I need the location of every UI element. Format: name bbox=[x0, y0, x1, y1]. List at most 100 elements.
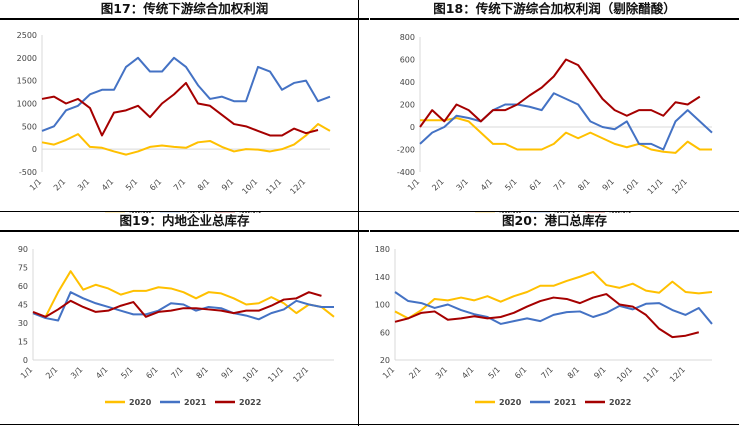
x-tick-label: 7/1 bbox=[169, 365, 184, 380]
x-tick-label: 9/1 bbox=[601, 177, 616, 192]
series-line-2020 bbox=[420, 117, 712, 154]
x-tick-label: 1/1 bbox=[19, 365, 34, 380]
x-tick-label: 2/1 bbox=[407, 365, 422, 380]
y-tick-label: 100 bbox=[375, 301, 390, 310]
x-tick-label: 12/1 bbox=[670, 177, 689, 196]
x-tick-label: 3/1 bbox=[434, 365, 449, 380]
chart-19: 图19：内地企业总库存 0 15 30 45 60 75 90 1/1 2/1 3/1 4/1 5/1 6… bbox=[0, 212, 369, 425]
series-line-2020 bbox=[41, 123, 331, 156]
x-tick-label: 6/1 bbox=[144, 365, 159, 380]
legend-label: 2022 bbox=[609, 398, 631, 407]
y-tick-label: 20 bbox=[380, 356, 390, 365]
y-tick-label: 500 bbox=[22, 122, 37, 131]
x-tick-label: 12/1 bbox=[288, 177, 307, 196]
x-tick-label: 12/1 bbox=[668, 365, 687, 384]
x-tick-label: 11/1 bbox=[264, 177, 283, 196]
series-line-2021 bbox=[32, 291, 334, 322]
series-line-2022 bbox=[41, 81, 319, 137]
legend-label: 2021 bbox=[184, 398, 207, 407]
series-line-2021 bbox=[394, 291, 713, 325]
series-line-2022 bbox=[394, 293, 700, 339]
x-tick-label: 9/1 bbox=[220, 177, 235, 192]
x-tick-label: 6/1 bbox=[513, 365, 528, 380]
x-tick-label: 9/1 bbox=[220, 365, 235, 380]
x-tick-label: 10/1 bbox=[621, 177, 640, 196]
chart-svg: 0 15 30 45 60 75 90 1/1 2/1 3/1 4/1 5/1 6/1 7/1 8/1 9/1… bbox=[18, 245, 335, 407]
x-tick-label: 8/1 bbox=[566, 365, 581, 380]
y-tick-label: -200 bbox=[397, 146, 415, 155]
legend-label: 2021 bbox=[554, 398, 577, 407]
x-tick-label: 4/1 bbox=[479, 177, 494, 192]
x-tick-label: 11/1 bbox=[266, 365, 285, 384]
y-tick-label: -500 bbox=[19, 168, 37, 177]
x-tick-label: 10/1 bbox=[240, 177, 259, 196]
x-tick-label: 11/1 bbox=[646, 177, 665, 196]
series-line-2021 bbox=[419, 92, 713, 151]
x-tick-label: 6/1 bbox=[528, 177, 543, 192]
x-tick-label: 4/1 bbox=[94, 365, 109, 380]
y-tick-label: 60 bbox=[18, 282, 28, 291]
chart-title: 图18：传统下游综合加权利润（剔除醋酸） bbox=[370, 0, 739, 20]
y-tick-label: 1000 bbox=[17, 100, 37, 109]
y-tick-label: 15 bbox=[18, 338, 28, 347]
x-tick-label: 7/1 bbox=[552, 177, 567, 192]
series-line-2020 bbox=[32, 270, 335, 318]
y-tick-label: 600 bbox=[400, 56, 415, 65]
x-tick-label: 2/1 bbox=[44, 365, 59, 380]
x-tick-label: 1/1 bbox=[28, 177, 43, 192]
x-tick-label: 1/1 bbox=[406, 177, 421, 192]
y-tick-label: 90 bbox=[18, 245, 28, 254]
chart-title: 图17：传统下游综合加权利润 bbox=[0, 0, 369, 20]
y-tick-label: 75 bbox=[18, 264, 28, 273]
chart-title: 图19：内地企业总库存 bbox=[0, 212, 369, 232]
y-tick-label: -400 bbox=[397, 168, 415, 177]
legend-label: 2022 bbox=[239, 398, 261, 407]
divider bbox=[358, 0, 359, 426]
y-tick-label: 800 bbox=[400, 33, 415, 42]
y-tick-label: 30 bbox=[18, 319, 28, 328]
x-tick-label: 6/1 bbox=[148, 177, 163, 192]
chart-svg: -400 -200 0 200 400 600 800 1/1 2/1 3/1 4/1 5/1 6/1 7… bbox=[397, 33, 713, 213]
y-tick-label: 2500 bbox=[17, 31, 37, 40]
x-tick-label: 8/1 bbox=[196, 177, 211, 192]
x-tick-label: 3/1 bbox=[76, 177, 91, 192]
x-tick-label: 5/1 bbox=[124, 177, 139, 192]
x-tick-label: 7/1 bbox=[172, 177, 187, 192]
y-tick-label: 400 bbox=[400, 78, 415, 87]
x-tick-label: 8/1 bbox=[576, 177, 591, 192]
x-tick-label: 3/1 bbox=[455, 177, 470, 192]
series-line-2021 bbox=[41, 56, 331, 132]
series-line-2022 bbox=[32, 291, 322, 318]
legend-label: 2020 bbox=[129, 398, 152, 407]
x-tick-label: 1/1 bbox=[381, 365, 396, 380]
chart-svg: 20 60 100 140 180 1/1 2/1 3/1 4/1 5/1 6/1 7/1 8/1 9/1… bbox=[375, 245, 713, 407]
series-line-2022 bbox=[419, 58, 701, 128]
x-tick-label: 7/1 bbox=[539, 365, 554, 380]
x-tick-label: 5/1 bbox=[503, 177, 518, 192]
y-tick-label: 200 bbox=[400, 101, 415, 110]
chart-svg: -500 0 500 1000 1500 2000 2500 1/1 2/1 3/1 4/1 5/1 6… bbox=[17, 31, 331, 213]
y-tick-label: 0 bbox=[410, 123, 415, 132]
y-tick-label: 0 bbox=[23, 356, 28, 365]
x-tick-label: 12/1 bbox=[291, 365, 310, 384]
x-tick-label: 10/1 bbox=[241, 365, 260, 384]
x-tick-label: 5/1 bbox=[487, 365, 502, 380]
x-tick-label: 8/1 bbox=[195, 365, 210, 380]
x-tick-label: 3/1 bbox=[69, 365, 84, 380]
chart-20: 图20：港口总库存 20 60 100 140 180 1/1 2/1 3/1 4/1 5/1 6/1… bbox=[370, 212, 739, 425]
x-tick-label: 2/1 bbox=[52, 177, 67, 192]
chart-17: 图17：传统下游综合加权利润 -500 0 500 1000 1500 2000 2500 1/… bbox=[0, 0, 369, 213]
x-tick-label: 4/1 bbox=[100, 177, 115, 192]
x-tick-label: 9/1 bbox=[592, 365, 607, 380]
chart-18: 图18：传统下游综合加权利润（剔除醋酸） -400 -200 0 200 400 600 80… bbox=[370, 0, 739, 213]
divider bbox=[0, 424, 739, 425]
y-tick-label: 0 bbox=[32, 145, 37, 154]
chart-title: 图20：港口总库存 bbox=[370, 212, 739, 232]
legend-label: 2020 bbox=[499, 398, 522, 407]
y-tick-label: 180 bbox=[375, 245, 390, 254]
y-tick-label: 1500 bbox=[17, 77, 37, 86]
x-tick-label: 5/1 bbox=[119, 365, 134, 380]
series-line-2020 bbox=[394, 270, 713, 320]
y-tick-label: 2000 bbox=[17, 54, 37, 63]
